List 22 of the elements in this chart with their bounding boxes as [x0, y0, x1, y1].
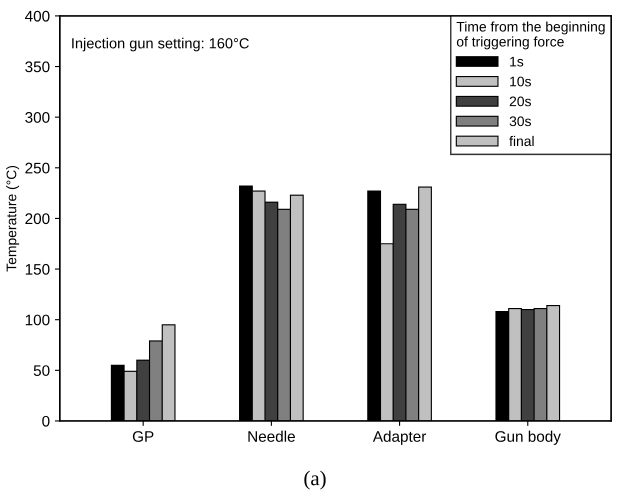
legend-label: 1s — [510, 56, 524, 67]
x-tick-label: Gun body — [495, 430, 561, 445]
y-tick-label: 50 — [34, 365, 50, 376]
legend-title: Time from the beginning of triggering force — [456, 21, 605, 50]
y-tick-label: 100 — [26, 314, 50, 326]
y-tick-label: 0 — [42, 416, 50, 427]
y-tick-label: 250 — [25, 162, 50, 174]
legend-label: final — [509, 136, 534, 146]
y-tick-label: 150 — [26, 264, 50, 275]
y-tick-label: 200 — [25, 213, 50, 224]
legend-label: 10s — [510, 76, 531, 86]
x-tick-label: Needle — [248, 430, 295, 442]
x-tick-label: GP — [132, 431, 154, 442]
y-tick-label: 400 — [24, 10, 50, 22]
legend-label: 20s — [510, 96, 531, 106]
annotation: Injection gun setting: 160°C — [72, 38, 249, 52]
y-tick-label: 300 — [25, 112, 50, 123]
y-tick-label: 350 — [25, 61, 50, 72]
x-tick-label: Adapter — [372, 430, 426, 445]
y-axis-title: Temperature (°C) — [6, 166, 20, 272]
legend-label: 30s — [510, 116, 531, 126]
text: (a) — [304, 470, 326, 490]
